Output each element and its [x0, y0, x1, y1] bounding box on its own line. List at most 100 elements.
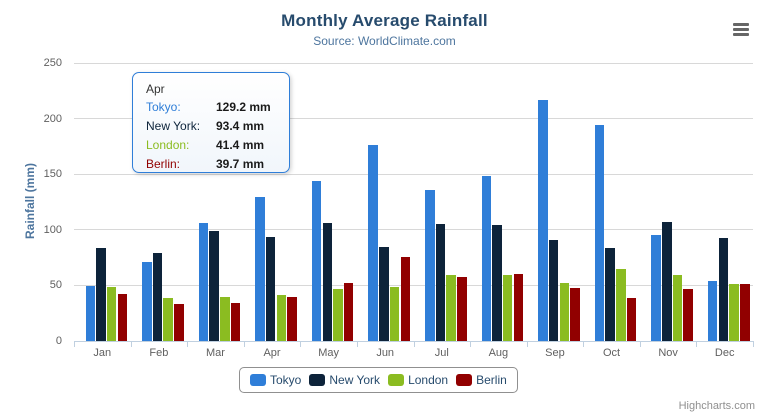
x-axis-label: Sep	[545, 347, 565, 359]
legend-item-berlin[interactable]: Berlin	[456, 373, 507, 387]
tooltip-series-value: 129.2 mm	[216, 100, 271, 114]
bar-berlin-mar[interactable]	[230, 302, 241, 341]
bar-london-oct[interactable]	[616, 268, 626, 341]
bar-london-aug[interactable]	[502, 274, 513, 341]
hamburger-menu-icon	[733, 33, 749, 36]
legend-item-tokyo[interactable]: Tokyo	[250, 373, 301, 387]
bar-london-jul[interactable]	[446, 275, 456, 341]
bar-new-york-may[interactable]	[322, 223, 333, 341]
bar-london-sep[interactable]	[559, 282, 570, 341]
bar-new-york-mar[interactable]	[209, 231, 219, 341]
y-gridline	[74, 229, 753, 231]
bar-london-jun[interactable]	[389, 287, 400, 341]
bar-london-dec[interactable]	[729, 284, 739, 341]
export-menu-button[interactable]	[733, 23, 749, 36]
x-axis-tick	[639, 341, 641, 347]
x-axis-label: Dec	[714, 347, 735, 359]
credits-link[interactable]: Highcharts.com	[678, 400, 755, 412]
legend-item-london[interactable]: London	[388, 373, 448, 387]
tooltip-header: Apr	[146, 82, 165, 96]
tooltip-row: Tokyo: 129.2 mm	[146, 98, 281, 117]
legend-swatch-icon	[388, 374, 405, 386]
bar-berlin-nov[interactable]	[683, 288, 693, 341]
bar-new-york-sep[interactable]	[548, 239, 559, 341]
bar-london-feb[interactable]	[163, 297, 173, 341]
y-gridline	[74, 173, 753, 175]
y-gridline	[74, 284, 753, 286]
bar-berlin-dec[interactable]	[740, 284, 750, 341]
bar-berlin-feb[interactable]	[174, 304, 184, 341]
legend-swatch-icon	[250, 374, 266, 386]
bar-new-york-dec[interactable]	[718, 238, 729, 341]
bar-new-york-feb[interactable]	[152, 253, 163, 341]
legend-item-new-york[interactable]: New York	[309, 373, 380, 387]
bar-berlin-jan[interactable]	[117, 293, 128, 341]
tooltip-series-value: 41.4 mm	[216, 138, 265, 152]
tooltip-series-name: London:	[146, 138, 190, 152]
legend: Tokyo New York London Berlin	[239, 367, 518, 393]
y-axis-label: 100	[43, 223, 62, 236]
x-axis-tick	[187, 341, 189, 347]
x-axis-tick	[470, 341, 472, 347]
y-axis-label: 150	[43, 168, 62, 181]
bar-london-jan[interactable]	[106, 286, 117, 341]
bar-new-york-jun[interactable]	[379, 247, 389, 341]
bar-new-york-apr[interactable]	[265, 237, 276, 341]
bar-new-york-jan[interactable]	[96, 248, 106, 341]
tooltip-series-name: New York:	[146, 119, 201, 133]
bar-tokyo-oct[interactable]	[594, 125, 605, 341]
bar-berlin-jun[interactable]	[400, 257, 411, 341]
x-axis-tick	[130, 341, 132, 347]
bar-tokyo-jun[interactable]	[368, 145, 378, 341]
bar-london-mar[interactable]	[220, 297, 230, 341]
legend-swatch-icon	[309, 374, 326, 386]
hamburger-menu-icon	[733, 28, 749, 31]
y-gridline	[74, 118, 753, 120]
tooltip-row: London: 41.4 mm	[146, 136, 281, 155]
bar-tokyo-dec[interactable]	[707, 280, 718, 341]
x-axis-tick	[583, 341, 585, 347]
x-axis-label: Mar	[205, 347, 225, 359]
legend-label: Berlin	[476, 373, 507, 387]
tooltip-row: Berlin: 39.7 mm	[146, 155, 281, 174]
x-axis-tick	[413, 341, 415, 347]
legend-swatch-icon	[456, 374, 473, 386]
bar-tokyo-mar[interactable]	[198, 222, 209, 341]
bar-berlin-jul[interactable]	[457, 277, 467, 341]
x-axis-label: Jul	[434, 347, 449, 359]
bar-new-york-oct[interactable]	[605, 248, 615, 341]
bar-tokyo-may[interactable]	[311, 180, 322, 341]
x-axis-label: Apr	[263, 347, 281, 359]
x-axis-tick	[526, 341, 528, 347]
x-axis-tick	[300, 341, 302, 347]
bar-tokyo-feb[interactable]	[142, 261, 152, 341]
tooltip: Apr Tokyo: 129.2 mm New York: 93.4 mm London…	[132, 72, 290, 173]
bar-tokyo-aug[interactable]	[481, 175, 492, 341]
bar-tokyo-apr[interactable]	[255, 197, 265, 341]
legend-label: London	[408, 373, 449, 387]
y-axis-label: 250	[43, 57, 62, 69]
y-gridline	[74, 62, 753, 64]
x-axis-label: Aug	[488, 347, 509, 359]
x-axis-label: May	[318, 347, 339, 359]
bar-london-nov[interactable]	[672, 275, 683, 341]
bar-berlin-may[interactable]	[343, 282, 354, 341]
bar-london-apr[interactable]	[276, 294, 287, 341]
bar-new-york-nov[interactable]	[662, 222, 672, 341]
tooltip-series-value: 93.4 mm	[216, 119, 265, 133]
y-axis-label: 0	[55, 335, 62, 347]
bar-london-may[interactable]	[333, 288, 343, 341]
bar-berlin-apr[interactable]	[287, 296, 297, 341]
bar-berlin-sep[interactable]	[570, 288, 580, 341]
bar-tokyo-nov[interactable]	[651, 234, 661, 341]
bar-tokyo-jan[interactable]	[85, 285, 95, 341]
bar-new-york-aug[interactable]	[492, 225, 502, 341]
tooltip-series-value: 39.7 mm	[216, 157, 265, 171]
bar-berlin-oct[interactable]	[626, 297, 637, 341]
bar-tokyo-jul[interactable]	[425, 190, 435, 341]
y-axis-label: 200	[43, 112, 62, 125]
bar-new-york-jul[interactable]	[435, 224, 446, 341]
bar-tokyo-sep[interactable]	[538, 100, 548, 341]
bar-berlin-aug[interactable]	[513, 273, 524, 341]
